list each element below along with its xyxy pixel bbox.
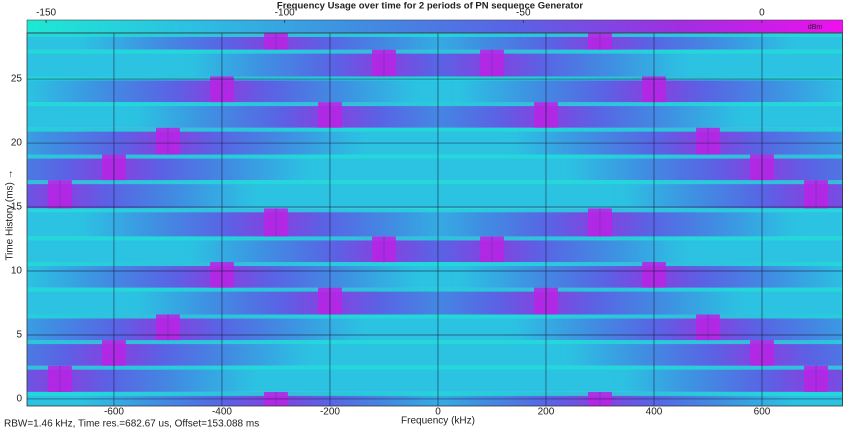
spectrum-row bbox=[27, 102, 843, 128]
spectrum-row bbox=[27, 180, 843, 209]
y-tick-label: 0 bbox=[16, 394, 22, 405]
x-tick-label: 600 bbox=[754, 407, 771, 418]
row-edge bbox=[27, 340, 843, 345]
spectrum-row bbox=[27, 365, 843, 392]
colorbar bbox=[26, 19, 843, 34]
x-tick-label: 200 bbox=[538, 407, 555, 418]
y-axis-label: Time History (ms) → bbox=[5, 169, 16, 260]
row-edge bbox=[27, 314, 843, 319]
row-edge bbox=[27, 154, 843, 159]
plot-area bbox=[27, 33, 843, 406]
row-edge bbox=[27, 49, 843, 54]
x-axis-label: Frequency (kHz) bbox=[401, 416, 475, 427]
x-tick-label: -200 bbox=[320, 407, 340, 418]
row-edge bbox=[27, 236, 843, 241]
x-tick-label: -600 bbox=[104, 407, 124, 418]
row-edge bbox=[27, 76, 843, 81]
spectrum-row bbox=[27, 154, 843, 181]
colorbar-tick-label: -150 bbox=[36, 8, 56, 19]
row-edge bbox=[27, 262, 843, 267]
spectrum-row bbox=[27, 49, 843, 77]
x-tick-label: -400 bbox=[212, 407, 232, 418]
colorbar-unit: dBm bbox=[808, 24, 823, 31]
row-edge bbox=[27, 287, 843, 292]
spectrum-row bbox=[27, 208, 843, 237]
y-tick-label: 25 bbox=[11, 74, 23, 85]
row-edge bbox=[27, 180, 843, 185]
colorbar-tick-label: -100 bbox=[275, 8, 295, 19]
spectrum-row bbox=[27, 262, 843, 288]
x-tick-label: 400 bbox=[646, 407, 663, 418]
spectrum-row bbox=[27, 127, 843, 155]
colorbar-tick-label: 0 bbox=[759, 8, 765, 19]
x-tick-label: 0 bbox=[435, 407, 441, 418]
spectrum-row bbox=[27, 33, 843, 50]
chart-title: Frequency Usage over time for 2 periods … bbox=[277, 1, 584, 12]
y-tick-label: 10 bbox=[11, 266, 23, 277]
row-edge bbox=[27, 127, 843, 132]
spectrum-row bbox=[27, 287, 843, 315]
spectrum-row bbox=[27, 340, 843, 366]
row-edge bbox=[27, 102, 843, 107]
row-edge bbox=[27, 365, 843, 370]
footer-note: RBW=1.46 kHz, Time res.=682.67 us, Offse… bbox=[4, 419, 259, 430]
colorbar-tick-label: -50 bbox=[516, 8, 531, 19]
spectrum-row bbox=[27, 236, 843, 263]
y-tick-label: 20 bbox=[11, 138, 23, 149]
row-edge bbox=[27, 208, 843, 213]
row-edge bbox=[27, 391, 843, 396]
row-edge bbox=[27, 33, 843, 37]
y-tick-label: 15 bbox=[11, 202, 23, 213]
y-tick-label: 5 bbox=[16, 330, 22, 341]
spectrum-row bbox=[27, 76, 843, 103]
